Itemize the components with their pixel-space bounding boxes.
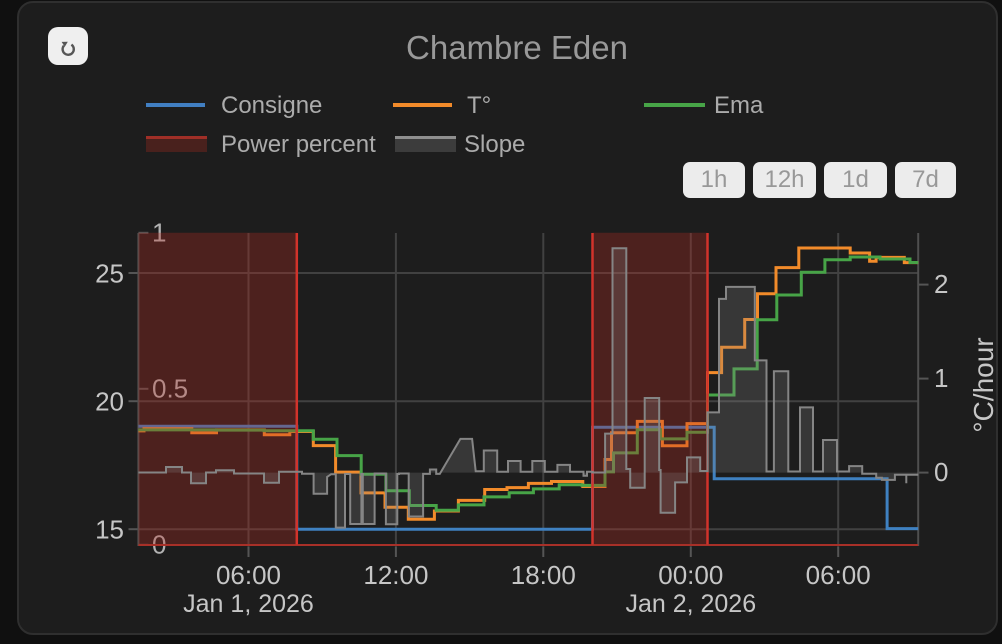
svg-text:18:00: 18:00 <box>511 560 576 590</box>
svg-text:12:00: 12:00 <box>363 560 428 590</box>
svg-text:06:00: 06:00 <box>216 560 281 590</box>
svg-text:Jan 1, 2026: Jan 1, 2026 <box>183 590 314 618</box>
svg-text:06:00: 06:00 <box>806 560 871 590</box>
svg-text:25: 25 <box>95 259 124 289</box>
svg-text:00:00: 00:00 <box>658 560 723 590</box>
svg-text:1: 1 <box>934 363 948 393</box>
svg-text:°C/hour: °C/hour <box>968 337 999 432</box>
svg-text:15: 15 <box>95 515 124 545</box>
svg-text:0: 0 <box>934 457 948 487</box>
svg-text:0.5: 0.5 <box>152 373 188 403</box>
svg-text:1: 1 <box>152 217 166 247</box>
svg-text:Jan 2, 2026: Jan 2, 2026 <box>625 590 756 618</box>
svg-text:20: 20 <box>95 387 124 417</box>
svg-text:2: 2 <box>934 269 948 299</box>
